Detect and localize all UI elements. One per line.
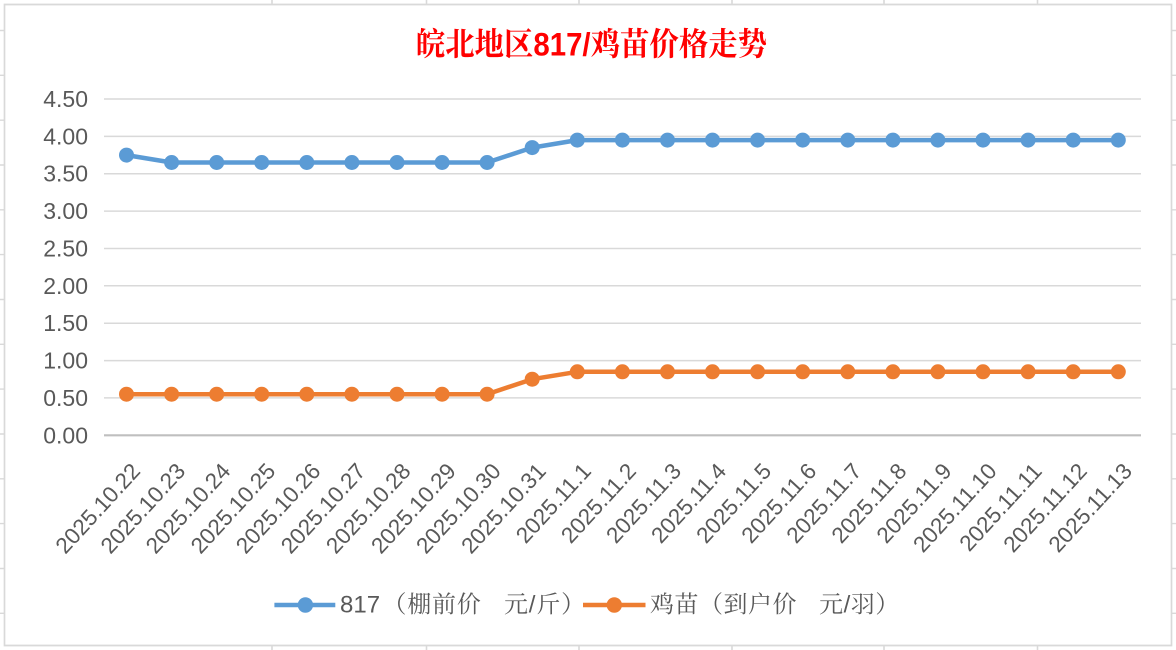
svg-text:2.50: 2.50 — [43, 236, 88, 262]
svg-text:/: / — [844, 592, 851, 619]
svg-text:4.50: 4.50 — [43, 86, 88, 112]
svg-text:4.00: 4.00 — [43, 123, 88, 149]
svg-text:3.00: 3.00 — [43, 198, 88, 224]
svg-text:0.50: 0.50 — [43, 385, 88, 411]
svg-text:1.00: 1.00 — [43, 348, 88, 374]
svg-text:3.50: 3.50 — [43, 161, 88, 187]
svg-text:2.00: 2.00 — [43, 273, 88, 299]
svg-text:/: / — [529, 592, 536, 619]
svg-text:1.50: 1.50 — [43, 310, 88, 336]
svg-text:817: 817 — [340, 592, 380, 619]
svg-text:817/: 817/ — [533, 26, 591, 63]
svg-text:0.00: 0.00 — [43, 422, 88, 448]
